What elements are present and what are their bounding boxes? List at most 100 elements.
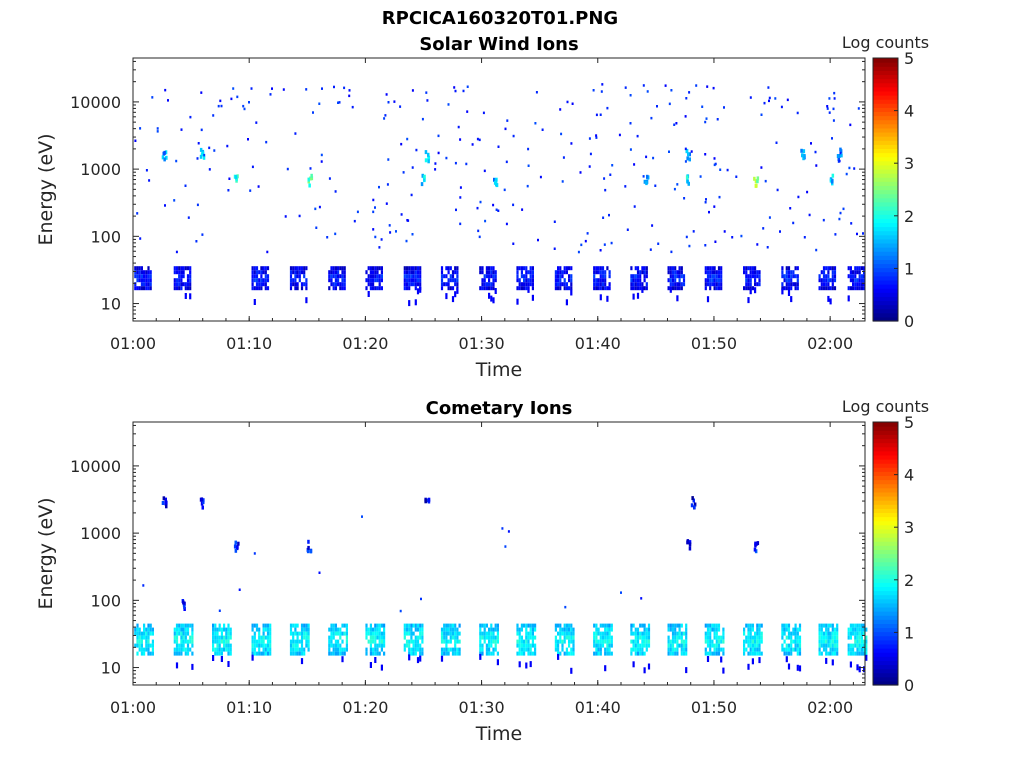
heatmap-cell <box>490 274 493 279</box>
colorbar-segment <box>873 483 898 489</box>
heatmap-cell <box>685 623 688 628</box>
heatmap-cell <box>380 647 383 652</box>
heatmap-cell <box>330 643 333 648</box>
heatmap-cell <box>565 635 568 640</box>
heatmap-cell <box>717 643 721 648</box>
heatmap-cell <box>822 631 826 636</box>
heatmap-cell <box>138 274 141 279</box>
heatmap-cell <box>369 651 372 656</box>
heatmap-cell <box>639 282 642 287</box>
colorbar-segment <box>873 430 898 435</box>
heatmap-cell <box>749 274 752 279</box>
colorbar-segment <box>873 205 898 211</box>
heatmap-cell <box>307 177 310 182</box>
heatmap-cell <box>685 627 688 632</box>
heatmap-cell <box>367 291 370 297</box>
heatmap-cell <box>255 651 259 656</box>
heatmap-cell <box>421 651 424 656</box>
colorbar-segment <box>873 279 898 285</box>
heatmap-cell <box>561 270 564 275</box>
heatmap-cell <box>445 647 448 652</box>
heatmap-cell <box>229 651 232 656</box>
heatmap-cell <box>476 206 479 210</box>
heatmap-cell <box>167 99 169 102</box>
heatmap-cell <box>184 651 187 656</box>
heatmap-cell <box>643 643 646 648</box>
heatmap-cell <box>849 635 852 640</box>
heatmap-cell <box>330 651 333 656</box>
heatmap-cell <box>456 635 459 640</box>
heatmap-cell <box>420 597 422 601</box>
heatmap-cell <box>685 651 688 656</box>
heatmap-cell <box>676 274 679 279</box>
heatmap-cell <box>214 627 217 632</box>
heatmap-cell <box>745 623 748 628</box>
heatmap-cell <box>414 278 417 283</box>
heatmap-cell <box>747 631 750 636</box>
heatmap-cell <box>490 295 493 302</box>
heatmap-cell <box>704 286 707 291</box>
heatmap-cell <box>300 627 304 632</box>
heatmap-cell <box>479 647 482 652</box>
heatmap-cell <box>749 623 752 628</box>
heatmap-cell <box>408 266 411 271</box>
heatmap-cell <box>196 203 199 207</box>
heatmap-cell <box>527 164 530 167</box>
heatmap-cell <box>227 189 230 192</box>
heatmap-cell <box>630 631 633 636</box>
heatmap-cell <box>560 132 563 136</box>
heatmap-cell <box>332 631 335 636</box>
heatmap-cell <box>636 647 640 652</box>
heatmap-cell <box>414 635 417 640</box>
heatmap-cell <box>717 274 721 279</box>
colorbar-segment <box>873 504 898 509</box>
heatmap-cell <box>178 278 181 283</box>
heatmap-cell <box>145 643 148 648</box>
heatmap-cell <box>218 627 221 632</box>
heatmap-cell <box>678 270 681 275</box>
heatmap-cell <box>264 651 267 656</box>
heatmap-cell <box>173 635 176 640</box>
x-tick-label: 01:20 <box>342 698 388 717</box>
heatmap-cell <box>716 118 719 121</box>
heatmap-cell <box>182 274 185 279</box>
heatmap-cell <box>794 282 797 287</box>
heatmap-cell <box>792 647 795 652</box>
heatmap-cell <box>747 623 750 628</box>
heatmap-cell <box>494 623 497 628</box>
heatmap-cell <box>447 647 450 652</box>
heatmap-cell <box>564 605 567 609</box>
heatmap-cell <box>863 278 866 283</box>
heatmap-cell <box>608 651 611 656</box>
heatmap-cell <box>294 270 297 275</box>
heatmap-cell <box>405 282 409 287</box>
heatmap-cell <box>376 651 379 656</box>
heatmap-cell <box>258 639 261 644</box>
heatmap-cell <box>229 635 232 640</box>
heatmap-cell <box>374 635 377 640</box>
heatmap-cell <box>676 647 679 652</box>
heatmap-cell <box>483 627 486 632</box>
heatmap-cell <box>645 282 648 287</box>
heatmap-cell <box>863 627 866 632</box>
heatmap-cell <box>790 274 793 279</box>
heatmap-cell <box>563 635 566 640</box>
heatmap-cell <box>258 647 261 652</box>
heatmap-cell <box>412 631 415 636</box>
heatmap-cell <box>186 282 190 287</box>
heatmap-cell <box>711 282 714 287</box>
heatmap-cell <box>709 643 712 648</box>
heatmap-cell <box>400 142 403 146</box>
heatmap-cell <box>216 647 219 652</box>
colorbar-segment <box>873 602 898 608</box>
heatmap-cell <box>860 631 863 636</box>
heatmap-cell <box>531 631 534 636</box>
heatmap-cell <box>189 266 192 271</box>
heatmap-cell <box>568 286 571 291</box>
heatmap-cell <box>523 286 526 291</box>
heatmap-cell <box>138 270 141 275</box>
heatmap-cell <box>180 651 183 656</box>
heatmap-cell <box>563 266 566 271</box>
heatmap-cell <box>713 282 716 287</box>
heatmap-cell <box>332 286 335 291</box>
